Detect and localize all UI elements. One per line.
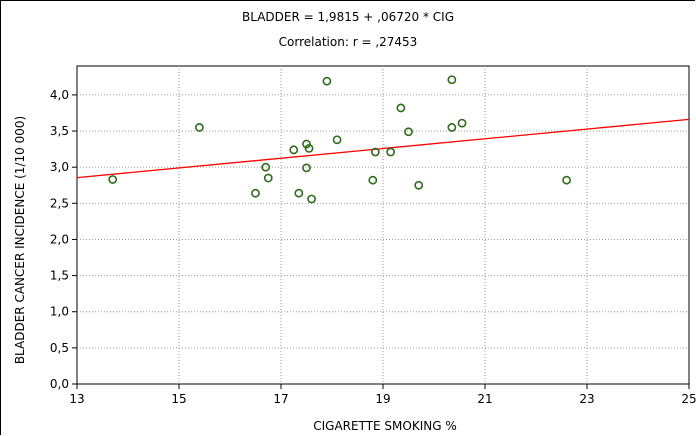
- y-tick-label: 1,5: [50, 269, 69, 283]
- data-point: [294, 188, 304, 198]
- data-points: [108, 75, 571, 204]
- y-tick-label: 2,5: [50, 196, 69, 210]
- grid: [77, 66, 689, 384]
- data-point: [261, 162, 271, 172]
- regression-line: [76, 118, 690, 179]
- data-point: [404, 127, 413, 137]
- ticks: [72, 94, 690, 389]
- data-point: [386, 147, 396, 157]
- data-point: [414, 180, 424, 190]
- regression-line-group: [76, 118, 690, 179]
- x-tick-label: 13: [69, 392, 84, 406]
- data-point: [302, 139, 311, 149]
- chart-title: BLADDER = 1,9815 + ,06720 * CIG: [242, 10, 454, 24]
- data-point: [562, 175, 571, 185]
- data-point: [332, 135, 342, 145]
- data-point: [307, 194, 316, 204]
- y-axis-label: BLADDER CANCER INCIDENCE (1/10 000): [13, 115, 27, 365]
- x-tick-label: 23: [579, 392, 594, 406]
- x-tick-label: 15: [171, 392, 186, 406]
- y-tick-label: 4,0: [50, 88, 69, 102]
- data-point: [396, 103, 406, 113]
- data-point: [322, 76, 332, 86]
- y-tick-label: 2,0: [50, 232, 69, 246]
- x-axis-label: CIGARETTE SMOKING %: [313, 419, 457, 433]
- y-tick-label: 0,0: [50, 377, 69, 391]
- tick-labels: 13 15 17 19 21 23 25 0,0 0,5 1,0 1,5 2,0 2,5 3,0 3,5 4,…: [50, 88, 696, 406]
- data-point: [108, 175, 118, 184]
- y-tick-label: 3,5: [50, 124, 69, 138]
- data-point: [370, 147, 380, 157]
- data-point: [289, 145, 299, 155]
- data-point: [447, 75, 457, 85]
- y-tick-label: 1,0: [50, 305, 69, 319]
- data-point: [368, 175, 378, 185]
- x-tick-label: 19: [375, 392, 390, 406]
- x-tick-label: 21: [477, 392, 492, 406]
- x-tick-label: 25: [681, 392, 696, 406]
- data-point: [194, 123, 204, 132]
- data-point: [251, 188, 260, 198]
- data-point: [263, 173, 273, 183]
- y-tick-label: 3,0: [50, 160, 69, 174]
- data-point: [304, 143, 314, 153]
- data-point: [457, 118, 467, 128]
- data-point: [447, 123, 457, 132]
- x-tick-label: 17: [273, 392, 288, 406]
- chart-subtitle: Correlation: r = ,27453: [278, 35, 418, 49]
- y-tick-label: 0,5: [50, 341, 69, 355]
- data-point: [302, 163, 311, 173]
